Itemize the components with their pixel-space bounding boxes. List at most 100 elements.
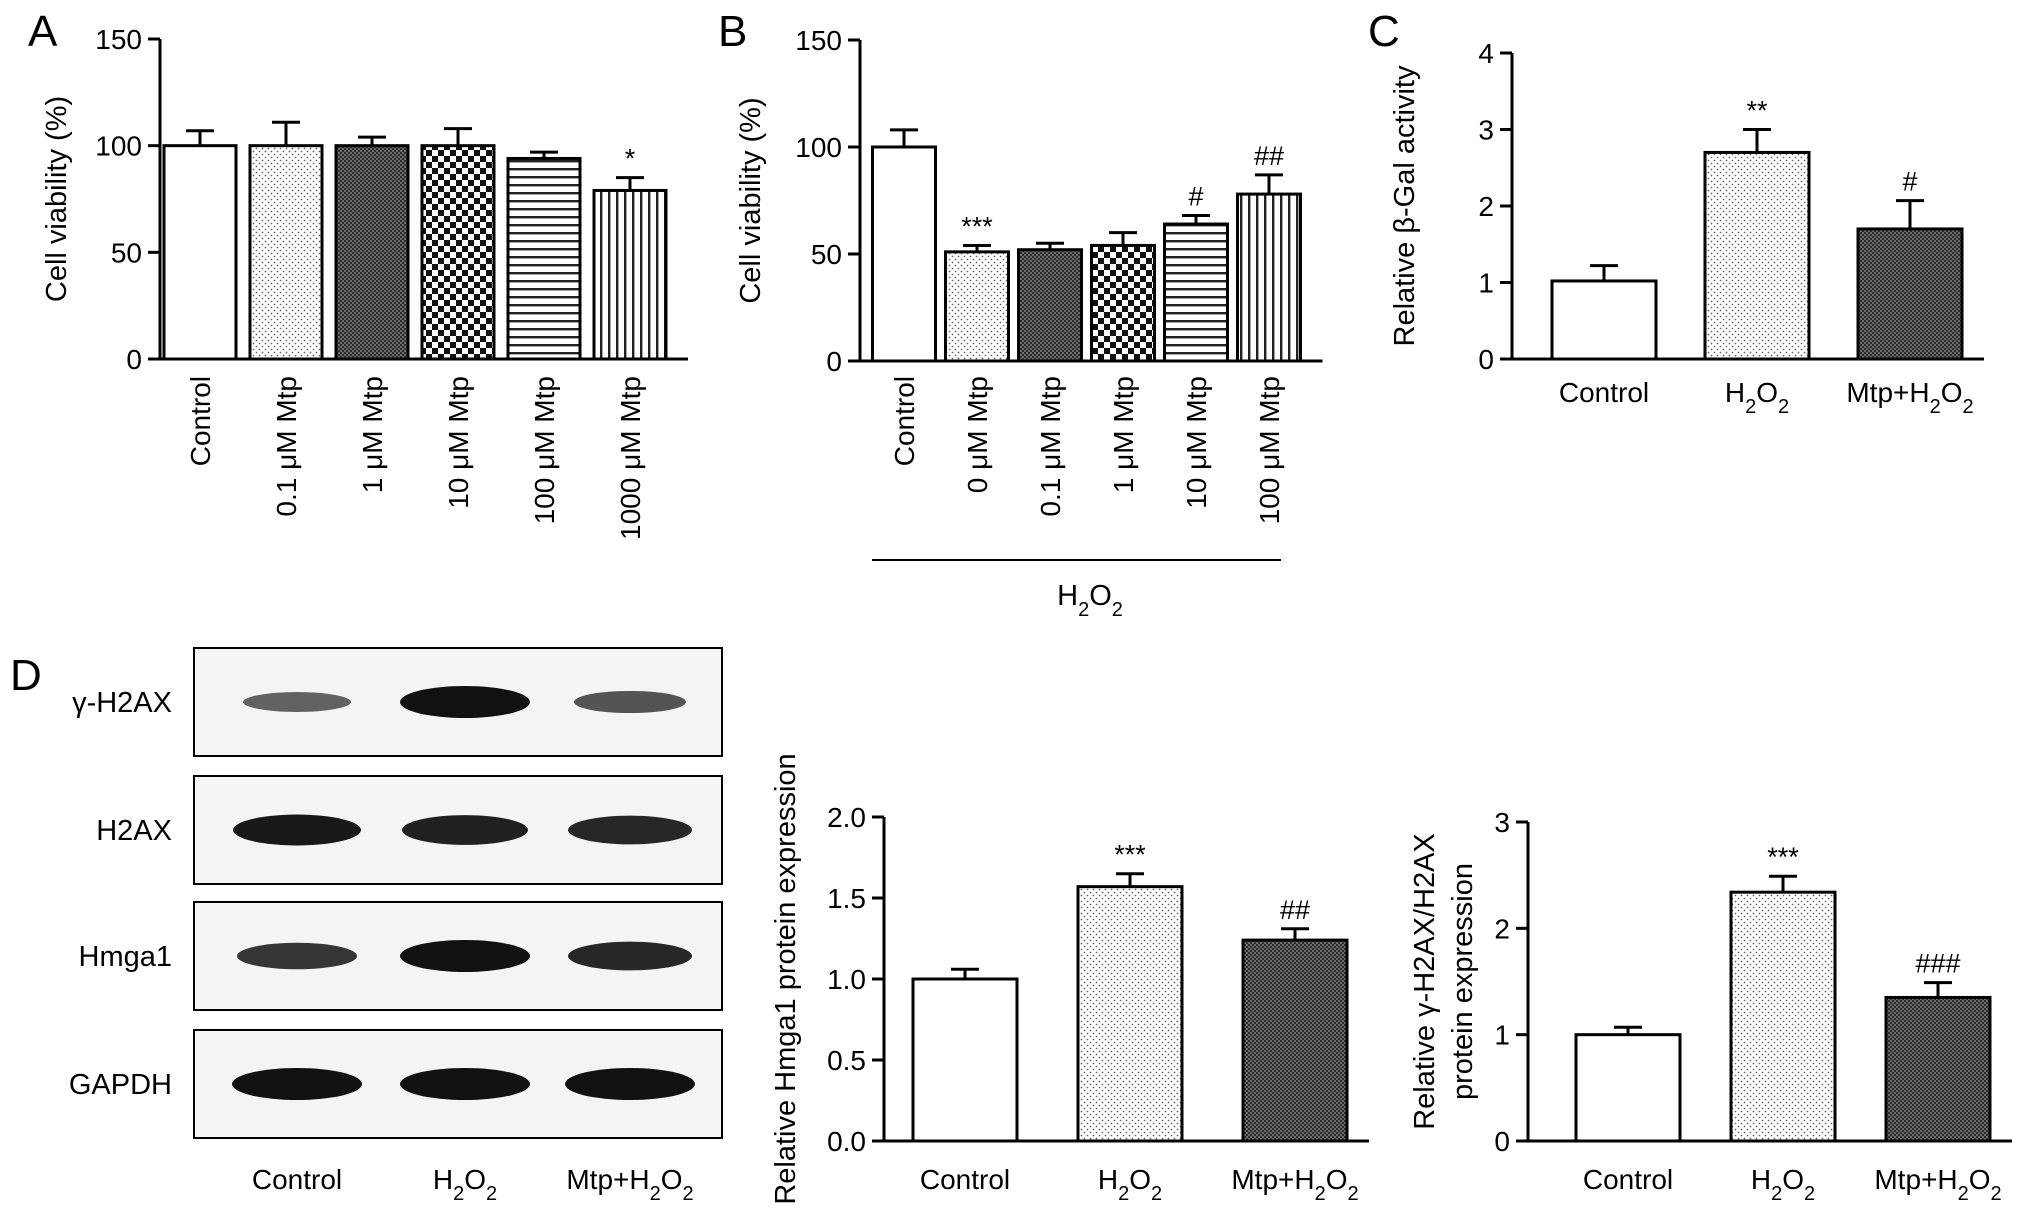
x-tick-label: Control <box>185 376 216 466</box>
significance-label: # <box>1188 181 1203 211</box>
x-tick-label: 0 μM Mtp <box>962 376 993 493</box>
bar <box>911 977 1019 1143</box>
blot-row-label: GAPDH <box>69 1069 172 1101</box>
panel-letter-c: C <box>1368 7 1400 56</box>
y-tick-label: 0 <box>1494 1126 1510 1157</box>
y-tick-label: 1 <box>1478 268 1494 299</box>
y-tick-label: 2.0 <box>827 802 866 833</box>
blot-band <box>237 942 357 970</box>
blot-row-label: γ-H2AX <box>72 687 172 719</box>
y-tick-label: 150 <box>795 25 842 56</box>
bar <box>162 144 238 361</box>
significance-label: ## <box>1280 895 1310 925</box>
blot-band <box>243 692 351 712</box>
y-axis-label: Relative Hmga1 protein expression <box>770 753 802 1204</box>
x-tick-label: Mtp+H2O2 <box>1874 1164 2001 1205</box>
y-axis-label: protein expression <box>1447 863 1479 1100</box>
bar <box>1574 1033 1682 1143</box>
x-tick-label: 100 μM Mtp <box>529 376 560 524</box>
blot-band <box>574 690 686 714</box>
x-tick-label: 1 μM Mtp <box>1108 376 1139 493</box>
y-tick-label: 100 <box>95 131 142 162</box>
chart-d1: 0.0 0.5 1.0 1.5 2.0 Relative Hmga1 protein ex… <box>770 753 1369 1205</box>
x-tick-label: H2O2 <box>1725 377 1789 418</box>
bar <box>871 145 937 363</box>
x-tick-label: Mtp+H2O2 <box>1231 1164 1358 1205</box>
bar <box>1856 227 1964 361</box>
blot-lane-label: H2O2 <box>433 1164 497 1205</box>
y-axis-label: Cell viability (%) <box>41 96 73 302</box>
y-tick-label: 150 <box>95 24 142 55</box>
blot-lane-label: Mtp+H2O2 <box>566 1164 693 1205</box>
y-tick-label: 2 <box>1478 191 1494 222</box>
x-tick-label: 0.1 μM Mtp <box>271 376 302 517</box>
chart-a: 0 50 100 150 Cell viability (%) Control 0.1 μM… <box>41 24 688 540</box>
x-tick-label: Mtp+H2O2 <box>1846 377 1973 418</box>
y-tick-label: 3 <box>1494 807 1510 838</box>
blot-band <box>568 941 692 971</box>
bar <box>1703 150 1811 361</box>
y-tick-label: 1.0 <box>827 964 866 995</box>
y-axis-label: Relative γ-H2AX/H2AX <box>1409 833 1441 1130</box>
blot-band <box>400 1068 530 1100</box>
panel-letter-d: D <box>10 651 42 700</box>
chart-c: 0 1 2 3 4 Relative β-Gal activity Control ** H2O… <box>1389 38 1984 418</box>
bar <box>1236 192 1302 363</box>
x-tick-label: 10 μM Mtp <box>1181 376 1212 509</box>
significance-label: *** <box>1114 840 1146 870</box>
bar <box>592 188 668 361</box>
y-tick-label: 1.5 <box>827 883 866 914</box>
significance-label: ## <box>1254 141 1284 171</box>
x-tick-label: 1000 μM Mtp <box>615 376 646 540</box>
bar <box>1550 279 1658 361</box>
bar <box>1241 938 1349 1143</box>
significance-label: # <box>1902 167 1917 197</box>
y-tick-label: 50 <box>111 237 142 268</box>
y-tick-label: 0 <box>1478 344 1494 375</box>
y-tick-label: 0 <box>126 344 142 375</box>
blot-row-label: H2AX <box>96 815 172 847</box>
x-tick-label: Control <box>1559 377 1649 408</box>
blot-row-label: Hmga1 <box>79 941 173 973</box>
western-blot: γ-H2AX H2AX Hmga1 GAPDH Control H2O2 Mtp+H2O2 <box>69 647 723 1205</box>
x-tick-label: Control <box>920 1164 1010 1195</box>
group-bracket-label: H2O2 <box>1057 580 1123 621</box>
blot-band <box>233 814 361 846</box>
blot-band <box>565 1068 695 1100</box>
bar <box>1090 243 1156 363</box>
panel-letter-a: A <box>28 7 58 56</box>
bar <box>1076 885 1184 1143</box>
x-tick-label: 10 μM Mtp <box>443 376 474 509</box>
significance-label: ** <box>1746 96 1768 126</box>
y-tick-label: 0.5 <box>827 1045 866 1076</box>
blot-band <box>402 815 528 845</box>
chart-b: 0 50 100 150 Cell viability (%) Control *** 0 μ… <box>735 25 1323 524</box>
bar <box>334 144 410 361</box>
x-tick-label: H2O2 <box>1751 1164 1815 1205</box>
y-tick-label: 1 <box>1494 1020 1510 1051</box>
x-tick-label: Control <box>1583 1164 1673 1195</box>
blot-lane-label: Control <box>252 1164 342 1195</box>
x-tick-label: 0.1 μM Mtp <box>1035 376 1066 517</box>
bar <box>420 144 496 361</box>
blot-band <box>400 940 530 972</box>
blot-band <box>232 1068 362 1100</box>
significance-label: *** <box>961 211 993 241</box>
y-tick-label: 2 <box>1494 913 1510 944</box>
x-tick-label: Control <box>889 376 920 466</box>
y-tick-label: 50 <box>811 239 842 270</box>
bar <box>506 156 582 361</box>
y-tick-label: 0.0 <box>827 1126 866 1157</box>
bar <box>1163 222 1229 363</box>
x-tick-label: 100 μM Mtp <box>1254 376 1285 524</box>
chart-d2: 0 1 2 3 Relative γ-H2AX/H2AX protein expressi… <box>1409 807 2012 1205</box>
bar <box>1884 995 1992 1143</box>
bar <box>1729 890 1837 1143</box>
bar <box>1017 248 1083 363</box>
y-axis-label: Relative β-Gal activity <box>1389 65 1421 346</box>
significance-label: *** <box>1767 842 1799 872</box>
bar <box>944 250 1010 363</box>
y-tick-label: 3 <box>1478 115 1494 146</box>
bar <box>248 144 324 361</box>
significance-label: * <box>625 144 636 174</box>
